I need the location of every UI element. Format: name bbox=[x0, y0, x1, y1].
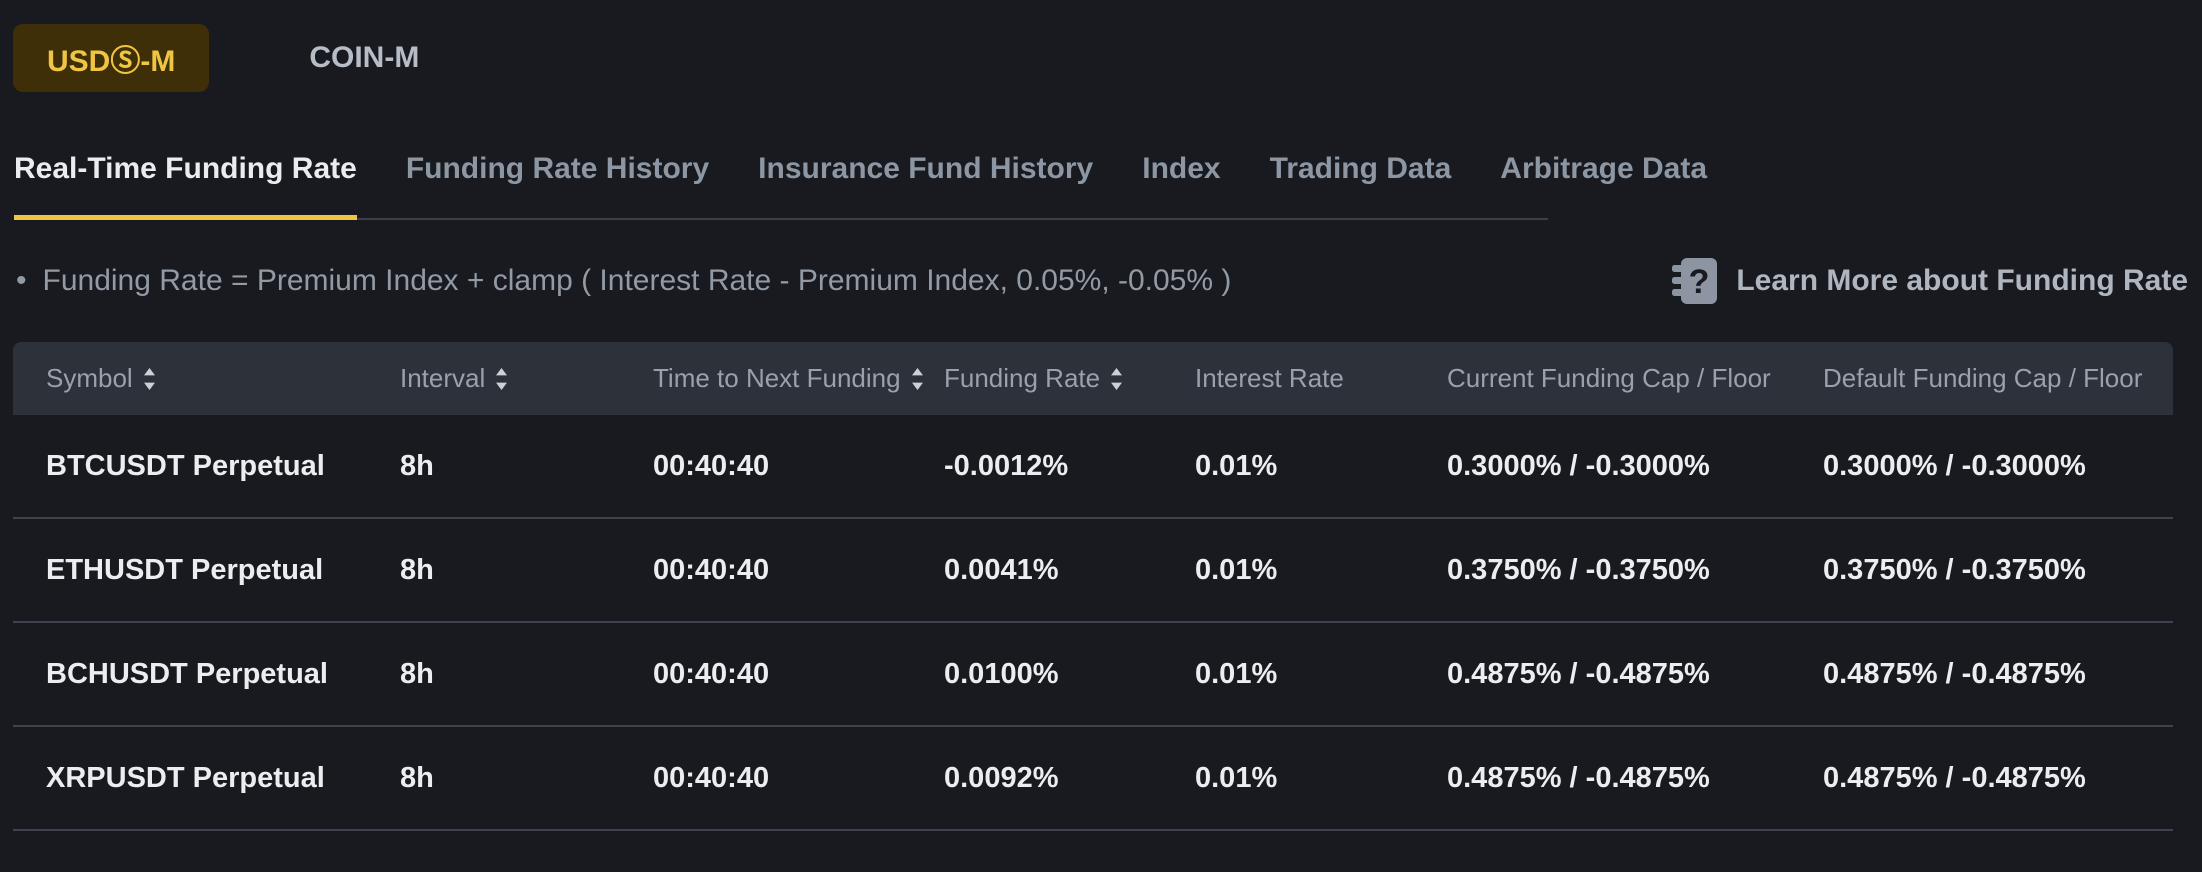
cell-time-to-next-funding: 00:40:40 bbox=[653, 657, 770, 690]
cell-interval: 8h bbox=[400, 761, 434, 794]
table-row-btcusdt-perpetual: BTCUSDT Perpetual 8h 00:40:40 -0.0012% 0.01%… bbox=[13, 415, 2173, 519]
cell-funding-rate: 0.0100% bbox=[944, 657, 1059, 690]
nav-tabs: Real-Time Funding Rate Funding Rate Histo… bbox=[14, 120, 2202, 220]
column-header-interval[interactable]: Interval bbox=[400, 363, 653, 394]
cell-interest-rate: 0.01% bbox=[1195, 553, 1278, 586]
cell-current-cap-floor: 0.4875% / -0.4875% bbox=[1447, 657, 1710, 690]
cell-interval: 8h bbox=[400, 657, 434, 690]
cell-current-cap-floor: 0.3000% / -0.3000% bbox=[1447, 449, 1710, 482]
market-tab-coinm[interactable]: COIN-M bbox=[309, 24, 419, 92]
cell-default-cap-floor: 0.4875% / -0.4875% bbox=[1823, 657, 2086, 690]
tab-arbitrage-data[interactable]: Arbitrage Data bbox=[1500, 152, 1708, 185]
column-label: Funding Rate bbox=[944, 363, 1101, 393]
table-header-row: Symbol Interval Time to Next Funding Fun… bbox=[13, 342, 2173, 415]
info-row: • Funding Rate = Premium Index + clamp (… bbox=[0, 220, 2202, 342]
sort-icon bbox=[911, 367, 924, 390]
cell-time-to-next-funding: 00:40:40 bbox=[653, 553, 770, 586]
learn-more-link[interactable]: ? Learn More about Funding Rate bbox=[1672, 257, 2188, 305]
svg-text:?: ? bbox=[1689, 263, 1710, 301]
learn-more-label: Learn More about Funding Rate bbox=[1736, 264, 2188, 297]
cell-default-cap-floor: 0.3000% / -0.3000% bbox=[1823, 449, 2086, 482]
table-row-xrpusdt-perpetual: XRPUSDT Perpetual 8h 00:40:40 0.0092% 0.01% 0… bbox=[13, 727, 2173, 831]
cell-interval: 8h bbox=[400, 553, 434, 586]
funding-rate-formula: • Funding Rate = Premium Index + clamp (… bbox=[16, 264, 1231, 298]
column-label: Default Funding Cap / Floor bbox=[1823, 363, 2143, 393]
tab-insurance-fund-history[interactable]: Insurance Fund History bbox=[758, 152, 1094, 185]
cell-funding-rate: 0.0041% bbox=[944, 553, 1059, 586]
column-header-current-funding-cap-floor: Current Funding Cap / Floor bbox=[1447, 363, 1823, 394]
column-label: Time to Next Funding bbox=[653, 363, 901, 393]
cell-symbol: ETHUSDT Perpetual bbox=[46, 553, 324, 586]
table-row-bchusdt-perpetual: BCHUSDT Perpetual 8h 00:40:40 0.0100% 0.01% 0… bbox=[13, 623, 2173, 727]
column-label: Symbol bbox=[46, 363, 133, 393]
tab-real-time-funding-rate[interactable]: Real-Time Funding Rate bbox=[14, 120, 357, 220]
market-tab-usdm[interactable]: USDⓈ-M bbox=[13, 24, 210, 92]
cell-symbol: BTCUSDT Perpetual bbox=[46, 449, 325, 482]
column-header-funding-rate[interactable]: Funding Rate bbox=[944, 363, 1195, 394]
cell-time-to-next-funding: 00:40:40 bbox=[653, 761, 770, 794]
sort-icon bbox=[1110, 367, 1123, 390]
cell-funding-rate: 0.0092% bbox=[944, 761, 1059, 794]
sort-icon bbox=[495, 367, 508, 390]
column-header-default-funding-cap-floor: Default Funding Cap / Floor bbox=[1823, 363, 2173, 394]
column-header-time-to-next-funding[interactable]: Time to Next Funding bbox=[653, 363, 944, 394]
book-question-icon: ? bbox=[1672, 257, 1718, 305]
tab-trading-data[interactable]: Trading Data bbox=[1269, 152, 1452, 185]
tab-bar-divider bbox=[14, 218, 1548, 220]
table-row-ethusdt-perpetual: ETHUSDT Perpetual 8h 00:40:40 0.0041% 0.01% 0… bbox=[13, 519, 2173, 623]
cell-symbol: BCHUSDT Perpetual bbox=[46, 657, 328, 690]
cell-current-cap-floor: 0.4875% / -0.4875% bbox=[1447, 761, 1710, 794]
column-label: Current Funding Cap / Floor bbox=[1447, 363, 1771, 393]
funding-rate-table: Symbol Interval Time to Next Funding Fun… bbox=[13, 342, 2173, 831]
market-switch: USDⓈ-M COIN-M bbox=[13, 24, 2202, 92]
nav-tab-bar: Real-Time Funding Rate Funding Rate Histo… bbox=[14, 120, 2202, 220]
cell-default-cap-floor: 0.3750% / -0.3750% bbox=[1823, 553, 2086, 586]
tab-index[interactable]: Index bbox=[1142, 152, 1221, 185]
cell-interest-rate: 0.01% bbox=[1195, 657, 1278, 690]
cell-funding-rate: -0.0012% bbox=[944, 449, 1069, 482]
column-label: Interval bbox=[400, 363, 486, 393]
formula-text: Funding Rate = Premium Index + clamp ( I… bbox=[42, 264, 1232, 297]
column-label: Interest Rate bbox=[1195, 363, 1344, 393]
cell-default-cap-floor: 0.4875% / -0.4875% bbox=[1823, 761, 2086, 794]
tab-funding-rate-history[interactable]: Funding Rate History bbox=[405, 152, 710, 185]
cell-time-to-next-funding: 00:40:40 bbox=[653, 449, 770, 482]
column-header-symbol[interactable]: Symbol bbox=[46, 363, 400, 394]
bullet-dot: • bbox=[16, 264, 27, 297]
cell-interest-rate: 0.01% bbox=[1195, 761, 1278, 794]
cell-symbol: XRPUSDT Perpetual bbox=[46, 761, 325, 794]
table-body: BTCUSDT Perpetual 8h 00:40:40 -0.0012% 0.01%… bbox=[13, 415, 2173, 831]
sort-icon bbox=[143, 367, 156, 390]
column-header-interest-rate: Interest Rate bbox=[1195, 363, 1447, 394]
cell-interval: 8h bbox=[400, 449, 434, 482]
cell-interest-rate: 0.01% bbox=[1195, 449, 1278, 482]
cell-current-cap-floor: 0.3750% / -0.3750% bbox=[1447, 553, 1710, 586]
